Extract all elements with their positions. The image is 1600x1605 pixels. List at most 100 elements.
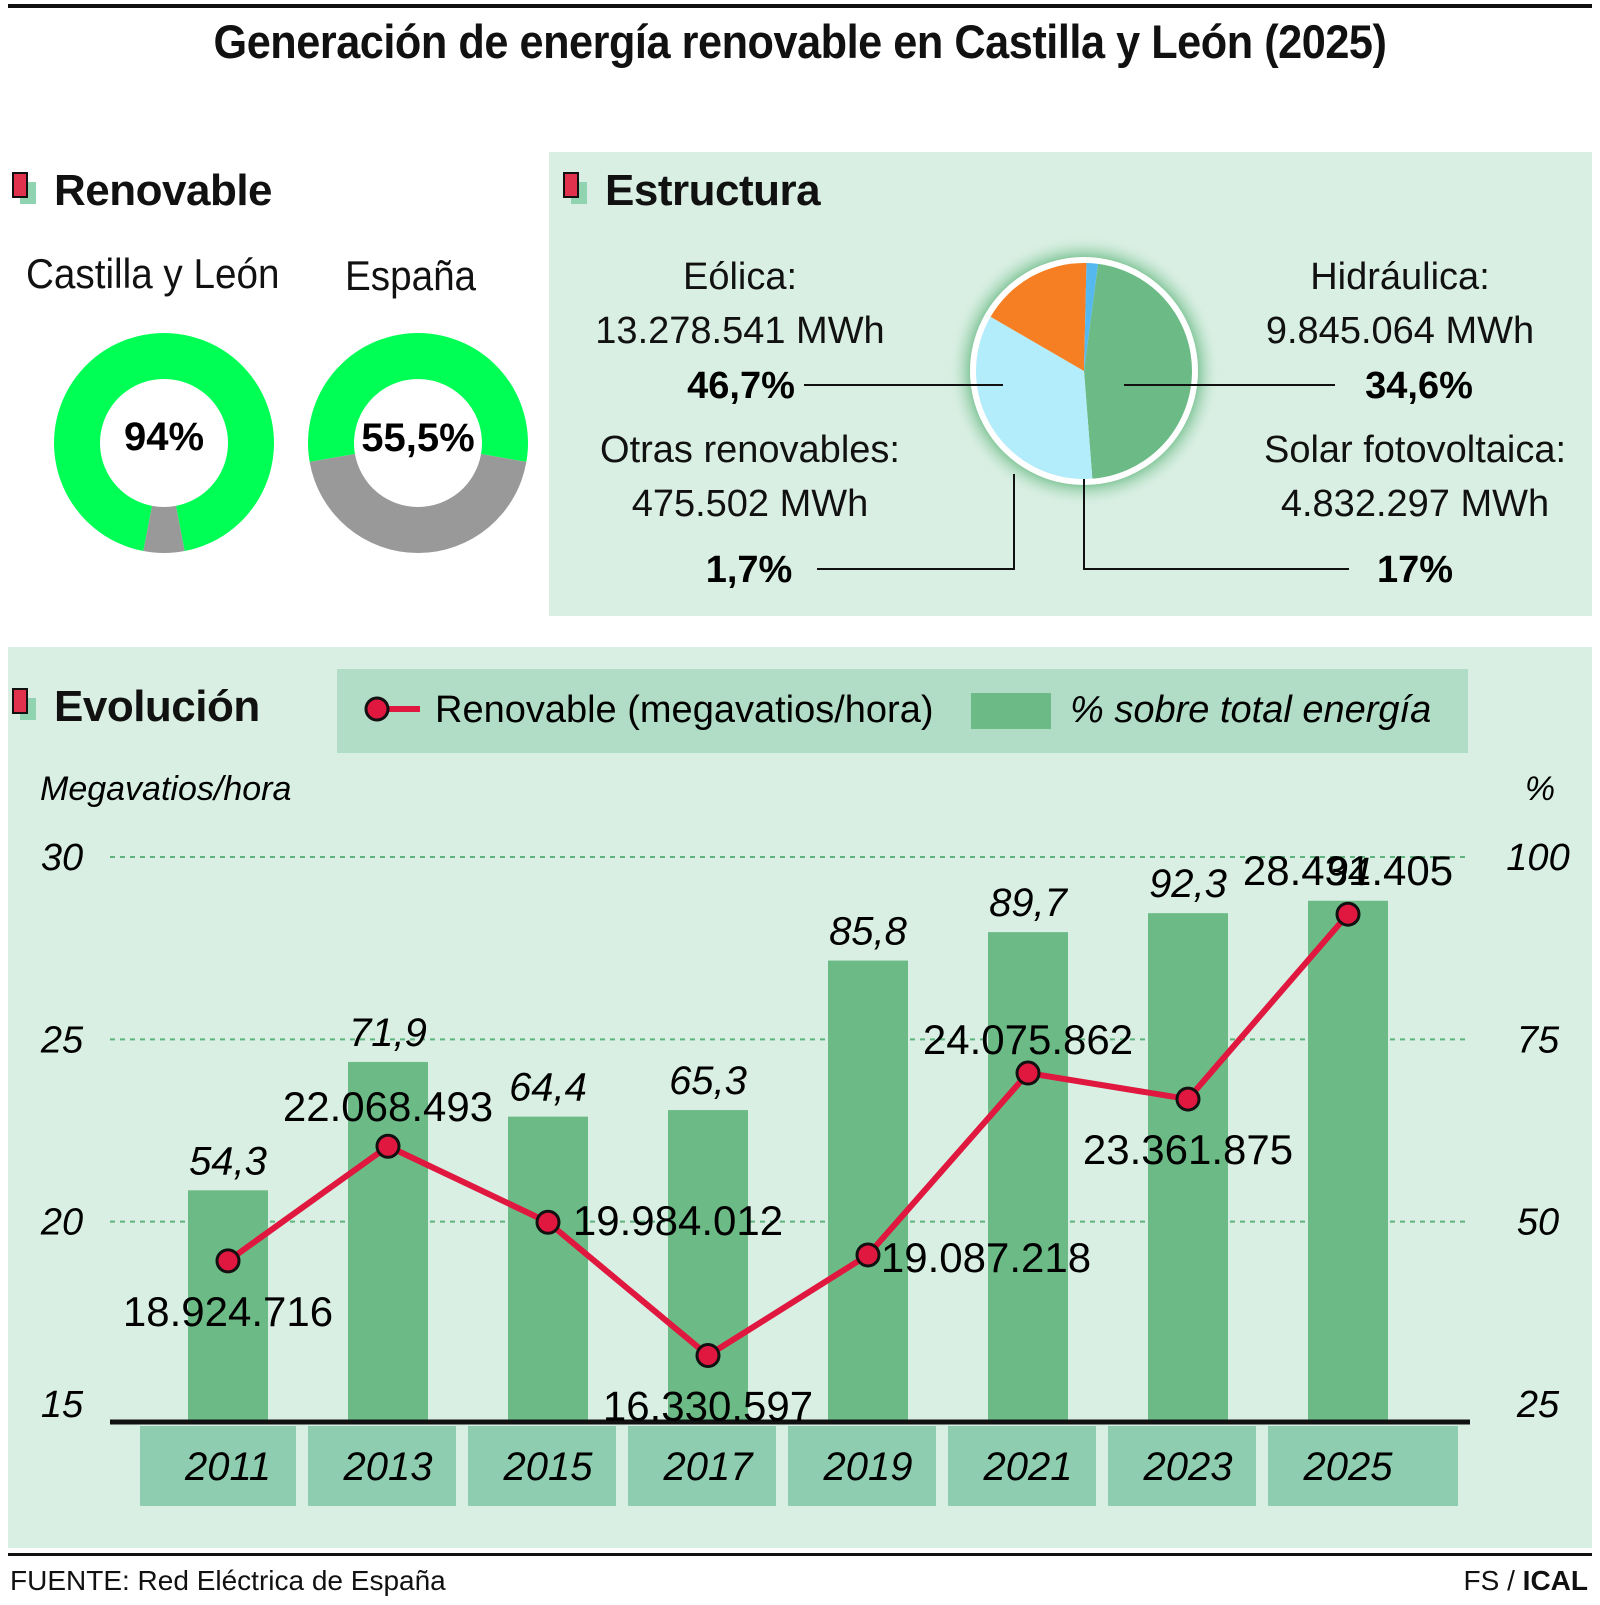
section-marker-icon [12,688,36,720]
renovable-heading: Renovable [54,166,273,215]
donut-renewable-arc [307,332,528,462]
donut-value-castilla: 94% [124,415,204,459]
category-label: 2023 [1143,1445,1233,1489]
line-point [695,1342,721,1368]
category-cell [628,1426,776,1506]
otras-name: Otras renovables: [600,429,900,471]
donut-remainder-arc [143,505,185,553]
pie-slice-otras [1084,263,1099,371]
category-cell [308,1426,456,1506]
hidraulica-name: Hidráulica: [1310,256,1490,298]
legend-bar-label: % sobre total energía [1070,689,1431,731]
solar-label: Solar fotovoltaica: 4.832.297 MWh [1250,423,1580,531]
pie-slice-eolica [1084,263,1192,479]
otras-pct: 1,7% [706,549,793,591]
data-labels: 54,3 71,9 64,4 65,3 85,8 89,7 92,3 94 18.924.716… [123,847,1453,1429]
bar [188,1190,268,1422]
estructura-heading: Estructura [605,166,821,215]
line-path [226,912,1351,1359]
hidraulica-mwh: 9.845.064 MWh [1265,310,1535,352]
bar [348,1061,428,1422]
eolica-name: Eólica: [682,256,798,298]
bar [1308,900,1388,1422]
line-point [1175,1086,1201,1112]
donut-espana [307,332,528,553]
donut-value-espana: 55,5% [361,416,474,460]
left-tick-label: 25 [40,1019,84,1061]
bar-value-label: 54,3 [189,1139,267,1183]
hidraulica-label: Hidráulica: 9.845.064 MWh [1240,250,1560,358]
bars [188,900,1388,1422]
line-point [855,1242,881,1268]
bar [828,960,908,1422]
hidraulica-pct: 34,6% [1365,365,1473,407]
category-label: 2011 [184,1445,271,1489]
page-title: Generación de energía renovable en Casti… [213,15,1387,68]
right-tick-label: 75 [1517,1019,1560,1061]
category-cell [468,1426,616,1506]
legend-dot-icon [364,696,390,722]
solar-name: Solar fotovoltaica: [1263,429,1567,471]
pie-slices [976,263,1192,479]
line-value-label: 22.068.493 [283,1083,493,1130]
donut-castilla [54,333,274,553]
bar [668,1110,748,1422]
credit-bold: ICAL [1522,1565,1588,1596]
line-series [215,901,1361,1368]
evolucion-heading: Evolución [54,682,260,731]
donut-remainder-arc [309,454,527,553]
bar-value-label: 64,4 [509,1066,587,1110]
left-tick-label: 30 [41,837,83,879]
category-label: 2015 [503,1445,594,1489]
footer-rule [8,1553,1592,1556]
category-cell [788,1426,936,1506]
legend-bar-swatch [971,693,1051,729]
line-value-label: 16.330.597 [603,1382,813,1429]
category-label: 2019 [823,1445,913,1489]
bar-value-label: 85,8 [829,910,908,954]
bar-value-label: 65,3 [669,1059,747,1103]
line-point [375,1133,401,1159]
credit: FS / ICAL [1464,1565,1588,1597]
category-label: 2021 [983,1445,1073,1489]
line-value-label: 23.361.875 [1083,1126,1293,1173]
grid-lines: 15 25 20 50 25 75 30 100 [40,837,1570,1426]
right-tick-label: 50 [1517,1202,1559,1244]
chart-legend [337,669,1468,753]
bar [988,932,1068,1422]
left-tick-label: 20 [40,1202,83,1244]
estructura-pie-chart: 46,7% 34,6% 1,7% 17% [687,235,1473,591]
solar-pct: 17% [1377,549,1453,591]
legend-line-label: Renovable (megavatios/hora) [435,689,934,731]
leader-line-otras [817,474,1015,570]
line-value-label: 18.924.716 [123,1288,333,1335]
left-axis-label: Megavatios/hora [40,770,291,808]
line-point [1335,901,1361,927]
legend-swatches: Renovable (megavatios/hora) % sobre tota… [364,689,1431,731]
right-tick-label: 25 [1516,1384,1560,1426]
donut-label-espana: España [345,252,477,299]
category-label: 2025 [1303,1445,1394,1489]
category-cell [1108,1426,1256,1506]
pie-slice-hidraulica [976,316,1093,479]
line-point [535,1209,561,1235]
otras-mwh: 475.502 MWh [631,483,869,525]
bar [1148,913,1228,1422]
top-rule [8,4,1592,8]
category-cell [1268,1426,1458,1506]
x-axis-categories: 2011 2013 2015 2017 2019 2021 2023 2025 [140,1426,1458,1506]
line-value-label: 19.984.012 [573,1197,783,1244]
category-label: 2017 [663,1445,755,1489]
eolica-label: Eólica: 13.278.541 MWh . [560,250,920,412]
line-point [1015,1060,1041,1086]
bar-value-label: 92,3 [1149,862,1227,906]
line-point [215,1248,241,1274]
eolica-mwh: 13.278.541 MWh [595,310,885,352]
credit-prefix: FS / [1463,1565,1523,1596]
right-axis-label: % [1525,770,1555,808]
section-marker-icon [12,172,36,204]
bar-value-label: 94 [1326,850,1371,894]
donut-renewable-arc [54,333,274,552]
solar-mwh: 4.832.297 MWh [1280,483,1550,525]
